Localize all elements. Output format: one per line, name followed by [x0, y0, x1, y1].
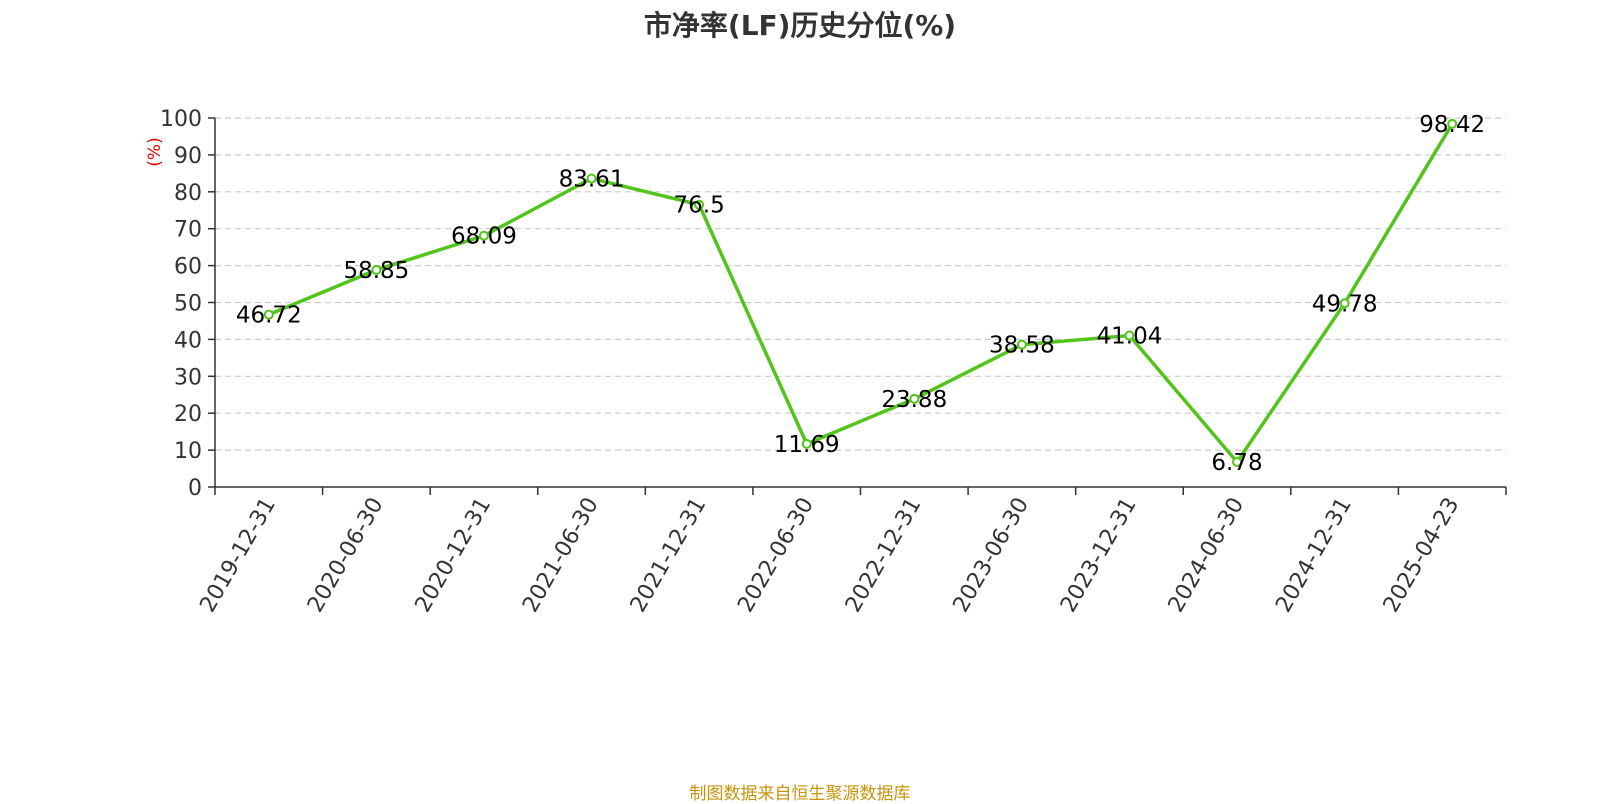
series-polyline: [267, 122, 1454, 464]
data-point: [1339, 298, 1350, 309]
data-label: 83.61: [559, 166, 625, 192]
data-label: 58.85: [343, 258, 409, 284]
y-tick-label: 10: [174, 439, 202, 464]
data-point: [586, 173, 597, 184]
y-tick-label: 50: [174, 292, 202, 317]
data-point: [1232, 456, 1243, 467]
data-label: 41.04: [1097, 324, 1163, 350]
y-tick-label: 40: [174, 328, 202, 353]
data-point: [1016, 339, 1027, 350]
y-tick-label: 90: [174, 144, 202, 169]
data-point: [1124, 330, 1135, 341]
y-tick-label: 100: [160, 107, 202, 132]
x-tick-label: 2023-12-31: [1056, 494, 1142, 617]
x-tick-label: 2025-04-23: [1379, 494, 1465, 617]
data-label: 46.72: [236, 303, 302, 329]
x-tick-label: 2024-12-31: [1271, 494, 1357, 617]
x-tick-label: 2024-06-30: [1164, 494, 1250, 617]
y-tick-label: 60: [174, 255, 202, 280]
x-tick-label: 2021-12-31: [626, 494, 712, 617]
y-tick-label: 30: [174, 365, 202, 390]
y-tick-label: 0: [188, 476, 202, 501]
y-tick-label: 70: [174, 218, 202, 243]
grid-lines: [215, 117, 1506, 451]
x-tick-label: 2021-06-30: [518, 494, 604, 617]
y-axis-label: (%): [145, 137, 165, 166]
data-point: [1447, 118, 1458, 129]
x-tick-label: 2023-06-30: [948, 494, 1034, 617]
axes: 0 10 20 30 40 50 60 70 80 90 100 (%) 2019-12-31 2020-…: [145, 107, 1507, 617]
y-tick-label: 20: [174, 402, 202, 427]
data-point: [909, 393, 920, 404]
data-label: 6.78: [1211, 450, 1262, 476]
data-label: 23.88: [881, 387, 947, 413]
data-label: 76.5: [674, 193, 725, 219]
x-tick-label: 2022-12-31: [841, 494, 927, 617]
x-tick-label: 2019-12-31: [195, 494, 281, 617]
data-label: 68.09: [451, 224, 517, 250]
data-point: [694, 199, 705, 210]
x-tick-label: 2020-06-30: [303, 494, 389, 617]
y-tick-label: 80: [174, 181, 202, 206]
data-labels: 46.72 58.85 68.09 83.61 76.5 11.69 23.88 38.58 4…: [236, 112, 1485, 476]
data-point: [371, 264, 382, 275]
data-label: 38.58: [989, 333, 1055, 359]
x-tick-label: 2022-06-30: [733, 494, 819, 617]
data-label: 11.69: [774, 432, 840, 458]
data-point: [263, 309, 274, 320]
chart-title: 市净率(LF)历史分位(%): [643, 9, 957, 42]
series-line: [263, 118, 1458, 467]
x-tick-label: 2020-12-31: [411, 494, 497, 617]
footer-source: 制图数据来自恒生聚源数据库: [689, 784, 911, 804]
data-label: 49.78: [1312, 291, 1378, 317]
data-point: [478, 230, 489, 241]
data-point: [801, 438, 812, 449]
data-label: 98.42: [1419, 112, 1485, 138]
